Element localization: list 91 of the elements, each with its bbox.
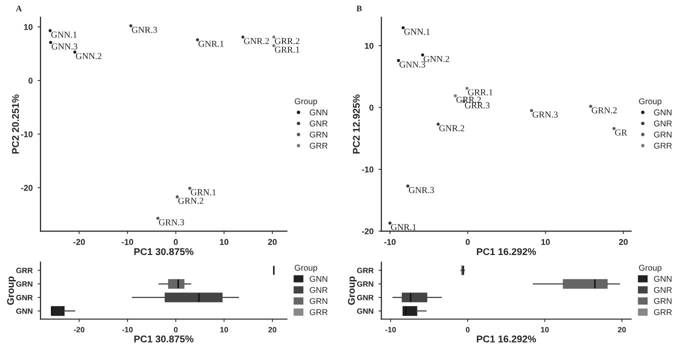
point [196, 38, 200, 42]
y-tick-label: 10 [24, 24, 33, 30]
legend-label: GRN [310, 132, 328, 138]
annotation: GRN.3 [158, 219, 184, 226]
legend-label: GNN [654, 109, 672, 116]
legend-label: GRR [310, 309, 328, 316]
point [73, 50, 76, 54]
legend-label: GRR [654, 309, 672, 316]
x-tick-label: 0 [466, 239, 470, 245]
point [388, 222, 392, 225]
annotation: GNN.1 [404, 28, 430, 35]
annotation: GRR.2 [456, 96, 481, 103]
annotation: GNN.1 [51, 32, 77, 38]
x-axis-title: PC1 16.292% [476, 248, 536, 256]
point [129, 24, 132, 28]
annotation: GRR.1 [274, 46, 300, 53]
legend-title: Group [294, 98, 318, 106]
x-tick-label: -20 [73, 239, 85, 245]
y-tick-label: -20 [362, 228, 374, 234]
point [396, 58, 400, 62]
point [272, 36, 276, 39]
x-tick-label: -10 [122, 239, 134, 245]
point [402, 26, 405, 30]
y-tick-label: 0 [28, 78, 33, 84]
x-axis-title: PC1 30.875% [134, 336, 194, 342]
y-tick-label: -10 [21, 131, 33, 138]
y-axis-title: Group [7, 276, 16, 305]
point [156, 216, 160, 220]
point [49, 40, 52, 44]
annotation: GRN.1 [190, 189, 216, 196]
annotation: GNN.2 [76, 53, 102, 60]
chart-title: B [356, 6, 362, 12]
x-axis-title: PC1 16.292% [476, 336, 536, 342]
y-tick-label: 0 [369, 104, 374, 111]
point [612, 126, 616, 130]
legend-title: Group [639, 264, 662, 272]
legend-title: Group [294, 264, 318, 272]
x-tick-label: 0 [174, 239, 178, 245]
point [188, 186, 192, 190]
x-tick-label: -10 [384, 239, 396, 245]
y-tick-label: -20 [21, 184, 33, 191]
annotation: GNN.3 [52, 43, 78, 50]
point [241, 36, 244, 39]
point [589, 104, 592, 108]
legend-label: GNR [310, 120, 328, 126]
legend-label: GRN [654, 132, 672, 138]
y-axis-title: Group [348, 276, 357, 305]
x-tick-label: 20 [268, 239, 277, 245]
legend-label: GNN [310, 109, 328, 116]
legend-label: GNR [654, 287, 672, 293]
y-tick-label: 10 [364, 42, 374, 49]
y-tick-label: -10 [362, 166, 374, 172]
point [406, 184, 410, 188]
legend-label: GNR [310, 287, 328, 293]
legend-label: GNN [654, 276, 672, 282]
x-tick-label: 10 [541, 239, 550, 245]
legend-label: GNR [654, 120, 672, 126]
x-tick-label: 20 [619, 239, 628, 245]
legend-label: GRR [310, 142, 328, 149]
legend-label: GRR [654, 142, 672, 149]
point [530, 109, 534, 112]
annotation: GRR.2 [274, 38, 300, 44]
annotation: GNR.1 [198, 40, 224, 47]
point [465, 86, 469, 90]
annotation: GRN.2 [178, 198, 204, 204]
x-tick-label: 10 [220, 239, 228, 245]
y-axis-title: PC2 12.925% [352, 94, 360, 154]
legend-title: Group [639, 98, 662, 106]
x-axis-title: PC1 30.875% [134, 248, 194, 256]
legend-label: GRN [310, 298, 328, 304]
annotation: GNR.2 [439, 125, 464, 132]
annotation: GNR.1 [391, 224, 416, 230]
annotation: GRR.3 [464, 102, 490, 108]
point [436, 122, 440, 126]
annotation: GRN.3 [532, 112, 558, 118]
point [454, 94, 457, 98]
point [421, 53, 424, 57]
annotation: GRR.1 [468, 89, 492, 96]
annotation: GRN.2 [592, 107, 617, 114]
legend-label: GRN [654, 298, 672, 304]
chart-title: A [16, 6, 22, 12]
annotation: GNN.3 [400, 62, 426, 68]
y-axis-title: PC2 20.251% [12, 94, 19, 154]
annotation: GNN.2 [424, 56, 450, 62]
annotation: GNR.2 [244, 38, 269, 44]
annotation: GNR.3 [408, 187, 434, 194]
annotation: GNR.3 [132, 26, 158, 33]
point [48, 29, 52, 32]
point [176, 195, 179, 198]
legend-label: GNN [310, 276, 328, 282]
annotation: GR [615, 130, 628, 136]
